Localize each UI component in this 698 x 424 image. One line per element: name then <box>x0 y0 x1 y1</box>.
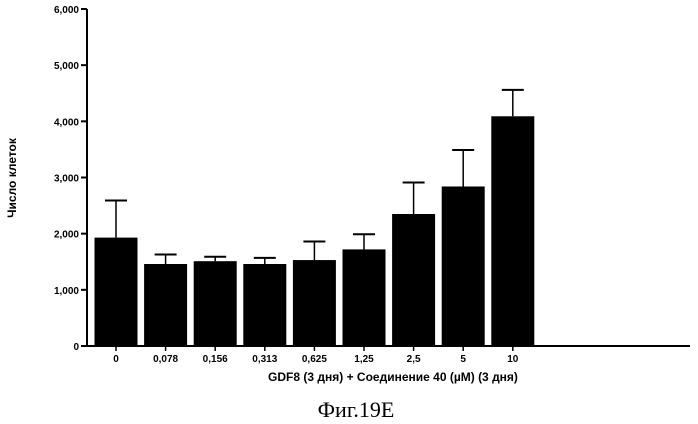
y-tick-label: 2,000 <box>54 230 79 241</box>
x-tick-label: 10 <box>507 354 519 365</box>
x-ticks-group: 0 0,078 0,156 0,313 0,625 1,25 2,5 5 10 <box>113 346 519 365</box>
x-tick-label: 0,625 <box>302 354 327 365</box>
x-axis-label: GDF8 (3 дня) + Соединение 40 (µM) (3 дня… <box>268 370 518 384</box>
x-tick-label: 0,078 <box>153 354 178 365</box>
x-tick-label: 0,156 <box>203 354 228 365</box>
bar <box>193 261 237 346</box>
error-bars-group <box>105 88 524 264</box>
y-tick-label: 1,000 <box>54 286 79 297</box>
x-tick-label: 1,25 <box>354 354 374 365</box>
figure-caption: Фиг.19E <box>318 397 395 422</box>
y-tick-label: 6,000 <box>54 5 79 16</box>
bar <box>243 263 287 346</box>
x-tick-label: 2,5 <box>407 354 421 365</box>
bar <box>144 263 188 346</box>
bar <box>491 116 535 346</box>
bar <box>94 237 138 346</box>
x-tick-label: 5 <box>460 354 466 365</box>
y-tick-label: 5,000 <box>54 61 79 72</box>
y-ticks-group: 0 1,000 2,000 3,000 4,000 5,000 6,000 <box>54 5 87 353</box>
bar <box>342 249 386 346</box>
bar <box>292 260 336 346</box>
y-axis-label: Число клеток <box>5 137 19 218</box>
bar <box>392 214 436 346</box>
y-tick-label: 3,000 <box>54 174 79 185</box>
x-tick-label: 0 <box>113 354 119 365</box>
y-tick-label: 4,000 <box>54 117 79 128</box>
y-tick-label: 0 <box>73 342 79 353</box>
bar <box>441 186 485 346</box>
x-tick-label: 0,313 <box>252 354 277 365</box>
bars-group <box>94 116 535 346</box>
